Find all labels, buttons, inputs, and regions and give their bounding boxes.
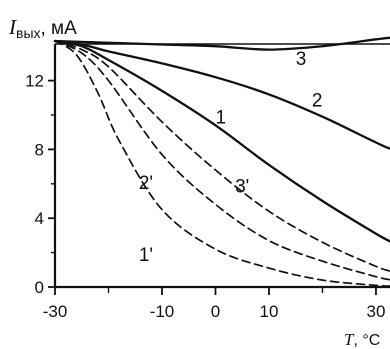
curve-label: 3 xyxy=(296,49,307,70)
x-tick-label: 30 xyxy=(366,302,385,321)
y-axis-label: Iвых, мА xyxy=(8,15,77,41)
curve-label: 3' xyxy=(235,176,249,197)
x-axis-label-unit: , °C xyxy=(353,332,380,349)
y-tick-label: 12 xyxy=(25,72,44,91)
series-line-3-prime xyxy=(54,40,390,272)
x-tick-label: 10 xyxy=(260,302,279,321)
series-line-1-prime xyxy=(54,40,390,287)
x-axis-label: T, °C xyxy=(344,330,380,349)
curve-labels: 32 1 2' 3' 1' xyxy=(139,49,323,266)
curve-label: 1' xyxy=(139,245,153,266)
series-line-2 xyxy=(53,39,390,150)
y-axis-label-unit: , мА xyxy=(41,18,78,39)
series-group xyxy=(53,36,390,287)
series-line-3 xyxy=(53,36,390,51)
x-tick-label: -30 xyxy=(43,302,68,321)
x-tick-label: 0 xyxy=(211,302,220,321)
x-axis-label-symbol: T xyxy=(344,330,355,349)
y-axis-label-symbol: I xyxy=(8,15,17,39)
x-tick-label: -10 xyxy=(150,302,175,321)
curve-label: 2 xyxy=(312,90,323,111)
y-tick-label: 8 xyxy=(35,140,44,159)
series-line-2-prime xyxy=(54,40,390,281)
y-axis-label-subscript: вых xyxy=(16,25,41,41)
y-tick-label: 4 xyxy=(35,209,44,228)
curve-label: 2' xyxy=(139,173,153,194)
series-line-1 xyxy=(53,39,390,243)
y-tick-label: 0 xyxy=(35,278,44,297)
curve-label: 1 xyxy=(216,108,227,129)
